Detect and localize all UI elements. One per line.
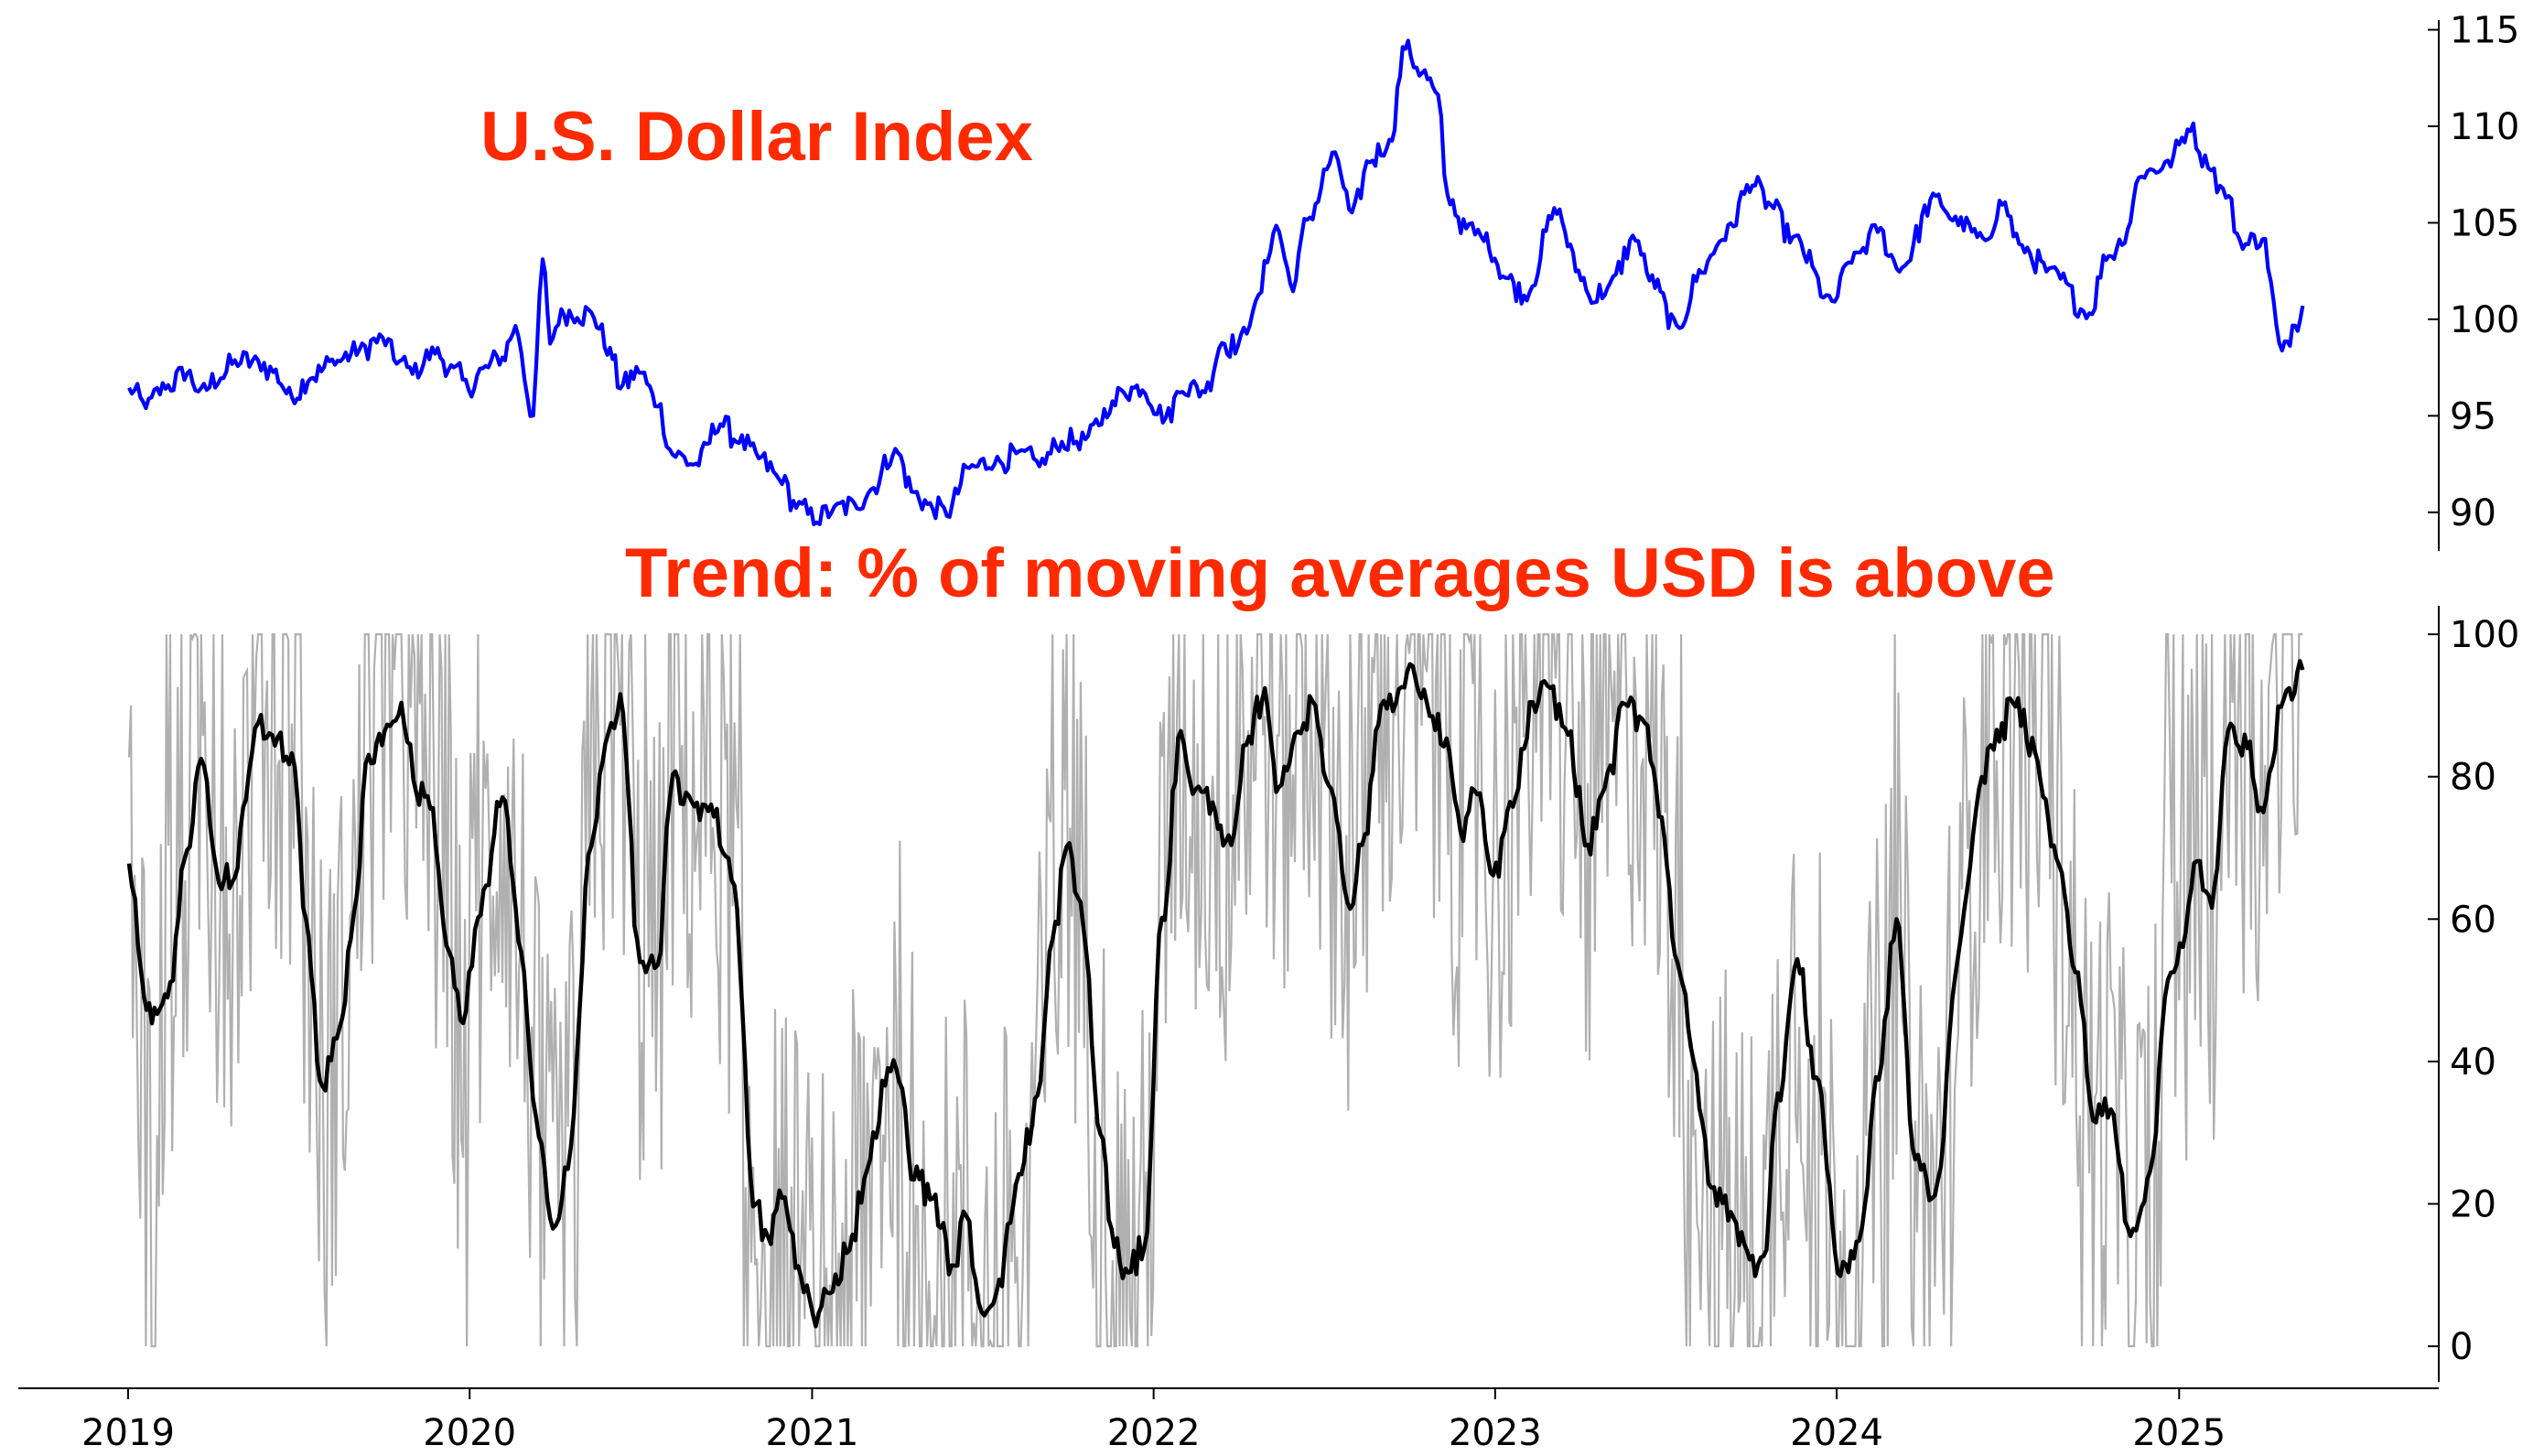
trend-y-tick-label: 40 (2450, 1041, 2496, 1084)
dollar-index-y-tick-label: 90 (2450, 492, 2496, 534)
x-tick-label: 2024 (1790, 1412, 1883, 1454)
trend-smoothed-line (126, 659, 2305, 1329)
trend-y-tick-label: 60 (2450, 899, 2496, 941)
x-axis: 2019 2020 2021 2022 2023 2024 2025 (18, 1387, 2439, 1454)
dollar-index-line (127, 38, 2305, 526)
trend-y-tick-label: 0 (2450, 1326, 2473, 1368)
x-tick-label: 2022 (1107, 1412, 1201, 1454)
trend-title: Trend: % of moving averages USD is above (625, 534, 2055, 612)
dollar-index-y-tick-label: 115 (2450, 10, 2519, 52)
x-tick-label: 2019 (81, 1412, 175, 1454)
trend-panel: 0 20 40 60 80 100 (126, 606, 2519, 1382)
dollar-index-panel: 90 95 100 105 110 115 (127, 10, 2519, 551)
dollar-index-y-tick-label: 100 (2450, 299, 2519, 341)
trend-y-tick-label: 80 (2450, 757, 2496, 799)
x-tick-label: 2021 (766, 1412, 859, 1454)
trend-y-tick-label: 100 (2450, 614, 2519, 656)
trend-raw-line (127, 632, 2303, 1348)
trend-y-tick-label: 20 (2450, 1184, 2496, 1226)
x-tick-label: 2020 (423, 1412, 516, 1454)
dollar-index-y-tick-label: 110 (2450, 106, 2519, 148)
dollar-index-y-tick-label: 95 (2450, 395, 2496, 437)
x-tick-label: 2023 (1449, 1412, 1542, 1454)
dollar-index-title: U.S. Dollar Index (480, 98, 1033, 176)
x-tick-label: 2025 (2132, 1412, 2226, 1454)
dollar-index-y-tick-label: 105 (2450, 202, 2519, 244)
